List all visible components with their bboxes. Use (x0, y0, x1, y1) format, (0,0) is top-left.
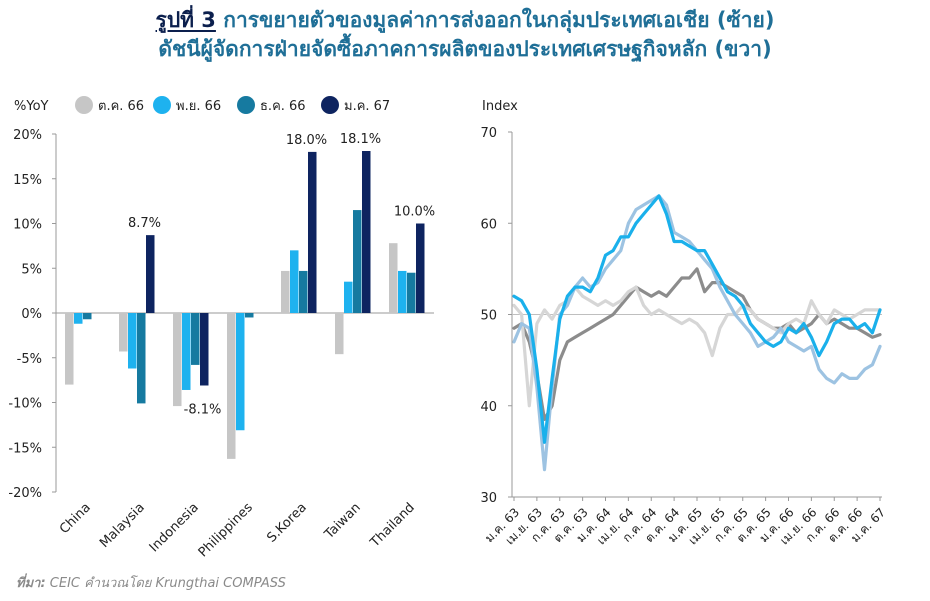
bar (308, 151, 317, 313)
source-text: CEIC คำนวณโดย Krungthai COMPASS (49, 576, 286, 591)
y-tick-label: 70 (480, 126, 497, 141)
bar (416, 223, 425, 313)
y-tick-label: -20% (8, 486, 42, 501)
bar (191, 313, 200, 365)
y-tick-label: 60 (480, 217, 497, 232)
bar (389, 243, 398, 313)
bar (182, 313, 191, 390)
bar (281, 270, 290, 313)
bar (236, 313, 245, 431)
bar (299, 270, 308, 313)
data-label: 18.1% (340, 132, 381, 147)
category-label: Philippines (196, 500, 256, 560)
legend-label: ม.ค. 67 (344, 99, 390, 114)
title-text-1: การขยายตัวของมูลค่าการส่งออกในกลุ่มประเท… (223, 8, 775, 32)
data-label: 18.0% (286, 133, 327, 148)
y-tick-label: 5% (21, 262, 42, 277)
y-tick-label: 40 (480, 400, 497, 415)
y-unit-label: %YoY (14, 99, 49, 114)
bar (119, 313, 128, 352)
legend-swatch (237, 96, 255, 114)
bar-chart-bars: 8.7% -8.1% 18.0% 18.1% 10.0% (65, 132, 435, 459)
legend-label: พ.ย. 66 (176, 99, 221, 114)
data-label: 10.0% (394, 205, 435, 220)
source-label: ที่มา: (16, 576, 46, 591)
bar (335, 313, 344, 355)
bar (362, 151, 371, 313)
bar (245, 313, 254, 318)
bar (344, 281, 353, 313)
series-line (512, 194, 882, 444)
bar (407, 272, 416, 313)
bar (74, 313, 83, 324)
y-tick-label: -15% (8, 441, 42, 456)
title-line-2: ดัชนีผู้จัดการฝ่ายจัดซื้อภาคการผลิตของปร… (158, 37, 772, 61)
y-tick-label: 30 (480, 491, 497, 506)
legend-swatch (321, 96, 339, 114)
bar (137, 313, 146, 404)
bar (227, 313, 236, 459)
category-label: China (57, 500, 94, 537)
bar (128, 313, 137, 369)
category-label: Indonesia (147, 500, 202, 555)
y-unit-label: Index (482, 99, 518, 114)
bar (146, 235, 155, 313)
chart-title-block: รูปที่ 3 การขยายตัวของมูลค่าการส่งออกในก… (0, 6, 930, 64)
data-label: 8.7% (128, 216, 161, 231)
bar (83, 313, 92, 320)
bar (65, 313, 74, 385)
line-chart-series (512, 194, 882, 472)
category-label: Taiwan (321, 500, 364, 543)
y-tick-label: -10% (8, 397, 42, 412)
export-growth-bar-chart: %YoY ต.ค. 66 พ.ย. 66 ธ.ค. 66 ม.ค. 67 -20% -15… (8, 96, 435, 560)
legend-swatch (75, 96, 93, 114)
title-line-1: รูปที่ 3 การขยายตัวของมูลค่าการส่งออกในก… (0, 6, 930, 35)
bar (200, 313, 209, 386)
category-label: Thailand (367, 500, 418, 551)
bar-chart-legend: %YoY ต.ค. 66 พ.ย. 66 ธ.ค. 66 ม.ค. 67 (14, 96, 390, 114)
y-tick-label: 0% (21, 307, 42, 322)
category-label: Malaysia (97, 500, 148, 551)
y-tick-label: 10% (13, 218, 42, 233)
y-tick-label: 50 (480, 309, 497, 324)
y-tick-label: -5% (17, 352, 42, 367)
data-label: -8.1% (184, 402, 222, 417)
legend-label: ธ.ค. 66 (260, 99, 306, 114)
y-tick-label: 20% (13, 128, 42, 143)
y-tick-label: 15% (13, 173, 42, 188)
bar (290, 250, 299, 313)
bar (353, 210, 362, 313)
bar (398, 270, 407, 313)
category-label: S.Korea (264, 500, 309, 545)
bar (173, 313, 182, 407)
figure-number: รูปที่ 3 (155, 8, 216, 32)
legend-label: ต.ค. 66 (98, 99, 144, 114)
legend-swatch (153, 96, 171, 114)
source-note: ที่มา: CEIC คำนวณโดย Krungthai COMPASS (16, 572, 286, 593)
series-line (512, 194, 882, 472)
